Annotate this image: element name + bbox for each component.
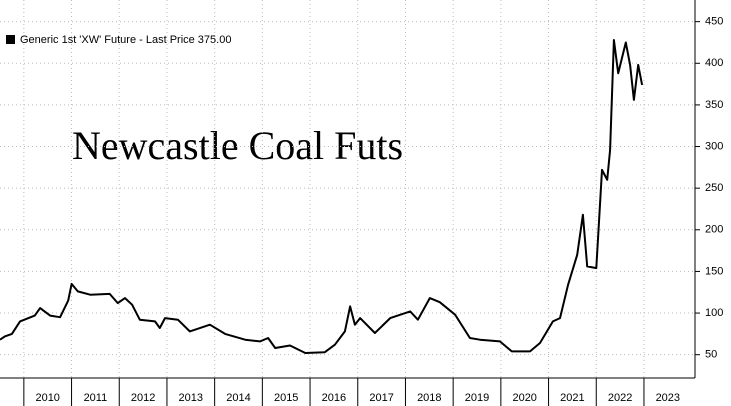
x-tick-label: 2022 [608,392,632,404]
x-tick-label: 2015 [274,392,298,404]
chart-title: Newcastle Coal Futs [72,123,403,168]
x-tick-label: 2023 [656,392,680,404]
y-tick-label: 350 [705,99,723,111]
y-tick-label: 50 [705,349,717,361]
x-tick-label: 2019 [465,392,489,404]
legend-label: Generic 1st 'XW' Future - Last Price 375… [20,34,231,46]
x-tick-label: 2014 [226,392,250,404]
y-tick-label: 100 [705,307,723,319]
price-line [0,39,644,354]
x-tick-label: 2012 [131,392,155,404]
x-tick-label: 2013 [179,392,203,404]
legend-swatch [6,35,15,44]
x-tick-label: 2018 [417,392,441,404]
y-tick-label: 300 [705,140,723,152]
y-tick-label: 450 [705,16,723,28]
x-tick-label: 2011 [84,392,108,404]
x-tick-label: 2021 [560,392,584,404]
y-tick-label: 250 [705,182,723,194]
x-tick-label: 2016 [322,392,346,404]
y-tick-label: 200 [705,224,723,236]
x-tick-label: 2017 [369,392,393,404]
x-tick-label: 2020 [512,392,536,404]
y-tick-label: 150 [705,265,723,277]
y-tick-label: 400 [705,57,723,69]
x-tick-label: 2010 [35,392,59,404]
